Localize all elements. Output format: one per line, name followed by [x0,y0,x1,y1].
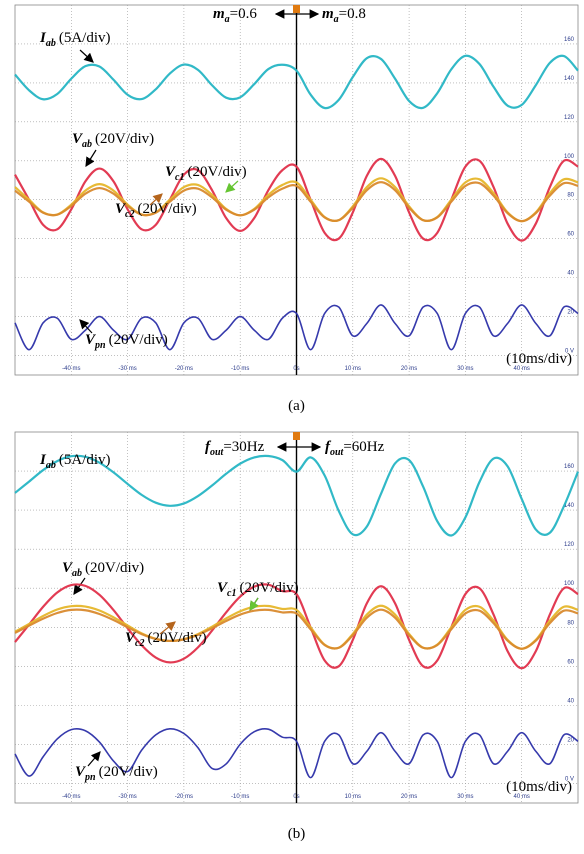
x-tick-label: 30 ms [457,366,473,372]
series-label-subscript: pn [94,340,106,351]
series-label-subscript: ab [46,38,56,49]
x-tick-label: 20 ms [401,366,417,372]
figure: 0 V20406080100120140160-40 ms-30 ms-20 m… [0,0,584,854]
x-tick-label: -10 ms [231,366,249,372]
series-label-subscript: ab [46,460,56,471]
series-label-text: (5A/div) [59,30,111,46]
series-label-text: (20V/div) [187,164,246,180]
trigger-marker [293,432,300,440]
caption: (a) [288,398,305,414]
x-tick-label: 10 ms [345,366,361,372]
caption: (b) [288,826,306,842]
series-label-subscript: c2 [135,638,144,649]
x-tick-label: -20 ms [175,794,193,800]
y-tick-label: 80 [567,193,574,199]
annotation-text: =0.6 [230,6,258,22]
annotation-symbol: m [213,6,225,22]
series-label-subscript: ab [82,139,92,150]
series-label-subscript: c2 [125,209,134,220]
x-tick-label: 10 ms [345,794,361,800]
series-label-text: (20V/div) [85,560,144,576]
x-tick-label: -30 ms [118,794,136,800]
scale-note: (10ms/div) [506,351,572,367]
series-label-text: (20V/div) [109,332,168,348]
series-label-text: (5A/div) [59,452,111,468]
series-label-text: (20V/div) [239,580,298,596]
annotation-text: =60Hz [343,439,384,455]
y-tick-label: 120 [564,115,575,121]
y-tick-label: 60 [567,232,574,238]
y-tick-label: 160 [564,464,575,470]
series-label-subscript: pn [84,772,96,783]
series-label-text: (20V/div) [137,201,196,217]
x-tick-label: 30 ms [457,794,473,800]
y-tick-label: 100 [564,154,575,160]
y-tick-label: 100 [564,581,575,587]
y-tick-label: 40 [567,698,574,704]
series-label-subscript: ab [72,568,82,579]
x-tick-label: -20 ms [175,366,193,372]
y-tick-label: 40 [567,271,574,277]
x-tick-label: 20 ms [401,794,417,800]
y-tick-label: 80 [567,620,574,626]
scale-note: (10ms/div) [506,779,572,795]
series-label-text: (20V/div) [147,630,206,646]
annotation-text: =30Hz [223,439,264,455]
annotation-symbol: m [322,6,334,22]
series-label-text: (20V/div) [95,131,154,147]
x-tick-label: -30 ms [118,366,136,372]
y-tick-label: 140 [564,76,575,82]
series-label-subscript: c1 [227,588,236,599]
x-tick-label: -10 ms [231,794,249,800]
x-tick-label: -40 ms [62,794,80,800]
series-label-subscript: c1 [175,172,184,183]
y-tick-label: 120 [564,542,575,548]
annotation-text: =0.8 [339,6,366,22]
y-tick-label: 160 [564,37,575,43]
trigger-marker [293,5,300,13]
series-label-text: (20V/div) [99,764,158,780]
x-tick-label: -40 ms [62,366,80,372]
y-tick-label: 60 [567,659,574,665]
